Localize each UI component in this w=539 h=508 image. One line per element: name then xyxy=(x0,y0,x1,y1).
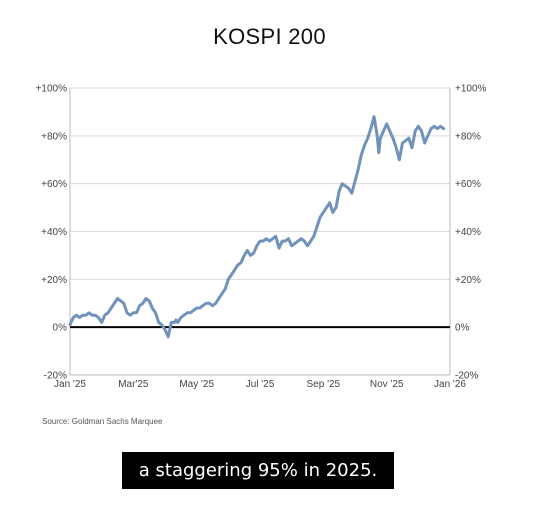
y-tick-label-right: +20% xyxy=(455,275,481,286)
y-tick-label-right: +80% xyxy=(455,131,481,142)
y-tick-label-right: +60% xyxy=(455,179,481,190)
y-tick-label-left: +60% xyxy=(41,179,67,190)
y-tick-label-left: +100% xyxy=(36,84,68,95)
subtitle-caption: a staggering 95% in 2025. xyxy=(122,452,394,489)
series-line xyxy=(68,115,446,339)
x-tick-label: Mar'25 xyxy=(118,379,149,390)
y-tick-label-right: 0% xyxy=(455,323,470,334)
y-tick-label-right: +40% xyxy=(455,227,481,238)
y-tick-label-left: +40% xyxy=(41,227,67,238)
line-chart: +100% +100% +80% +80% +60% +60% +40% +40% +20% +2… xyxy=(36,84,487,391)
grid-lines xyxy=(69,87,451,376)
x-tick-label: Jan '25 xyxy=(54,379,86,390)
y-tick-label-right: +100% xyxy=(455,84,487,95)
x-tick-label: May '25 xyxy=(179,379,214,390)
y-tick-label-left: +20% xyxy=(41,275,67,286)
series-layer xyxy=(68,115,446,339)
x-tick-label: Jan '26 xyxy=(434,379,466,390)
x-tick-label: Sep '25 xyxy=(307,379,341,390)
tick-labels: +100% +100% +80% +80% +60% +60% +40% +40% +20% +2… xyxy=(36,84,487,391)
y-tick-label-left: -20% xyxy=(44,371,67,382)
x-tick-label: Jul '25 xyxy=(246,379,275,390)
x-tick-label: Nov '25 xyxy=(370,379,404,390)
y-tick-label-left: +80% xyxy=(41,131,67,142)
chart-title: KOSPI 200 xyxy=(213,24,326,49)
y-tick-label-left: 0% xyxy=(53,323,68,334)
source-note: Source: Goldman Sachs Marquee xyxy=(42,417,163,426)
y-tick-label-right: -20% xyxy=(455,371,478,382)
